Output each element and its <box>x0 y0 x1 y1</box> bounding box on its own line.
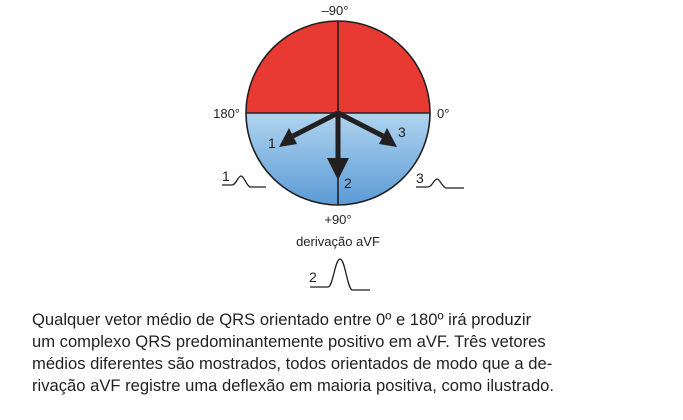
vector-2-arrow <box>327 113 349 180</box>
vector-1-arrow <box>279 110 340 147</box>
waveform-3-trace <box>416 178 464 189</box>
angle-label-right: 0° <box>437 106 449 121</box>
vector-1-label: 1 <box>268 135 276 151</box>
vector-3-arrow <box>336 110 397 147</box>
caption-line: um complexo QRS predominantemente positi… <box>32 332 546 351</box>
angle-label-left: 180° <box>213 106 240 121</box>
figure-caption: Qualquer vetor médio de QRS orientado en… <box>32 309 644 397</box>
caption-line: rivação aVF registre uma deflexão em mai… <box>32 376 555 395</box>
angle-label-bottom: +90° <box>324 212 351 227</box>
waveform-2-trace <box>310 258 370 291</box>
waveform-3-label: 3 <box>416 170 424 186</box>
angle-label-top: –90° <box>322 3 349 18</box>
waveform-2-label: 2 <box>309 269 317 285</box>
hexaxial-diagram: 1 2 3 –90° 180° 0° +90° derivação aVF 1 … <box>213 3 464 291</box>
caption-line: Qualquer vetor médio de QRS orientado en… <box>32 310 532 329</box>
caption-line: médios diferentes são mostrados, todos o… <box>32 354 553 373</box>
vector-3-label: 3 <box>398 124 406 140</box>
vector-2-label: 2 <box>344 175 352 191</box>
lead-label: derivação aVF <box>296 234 380 249</box>
waveform-1-trace <box>222 175 266 188</box>
waveform-1-label: 1 <box>222 168 230 184</box>
